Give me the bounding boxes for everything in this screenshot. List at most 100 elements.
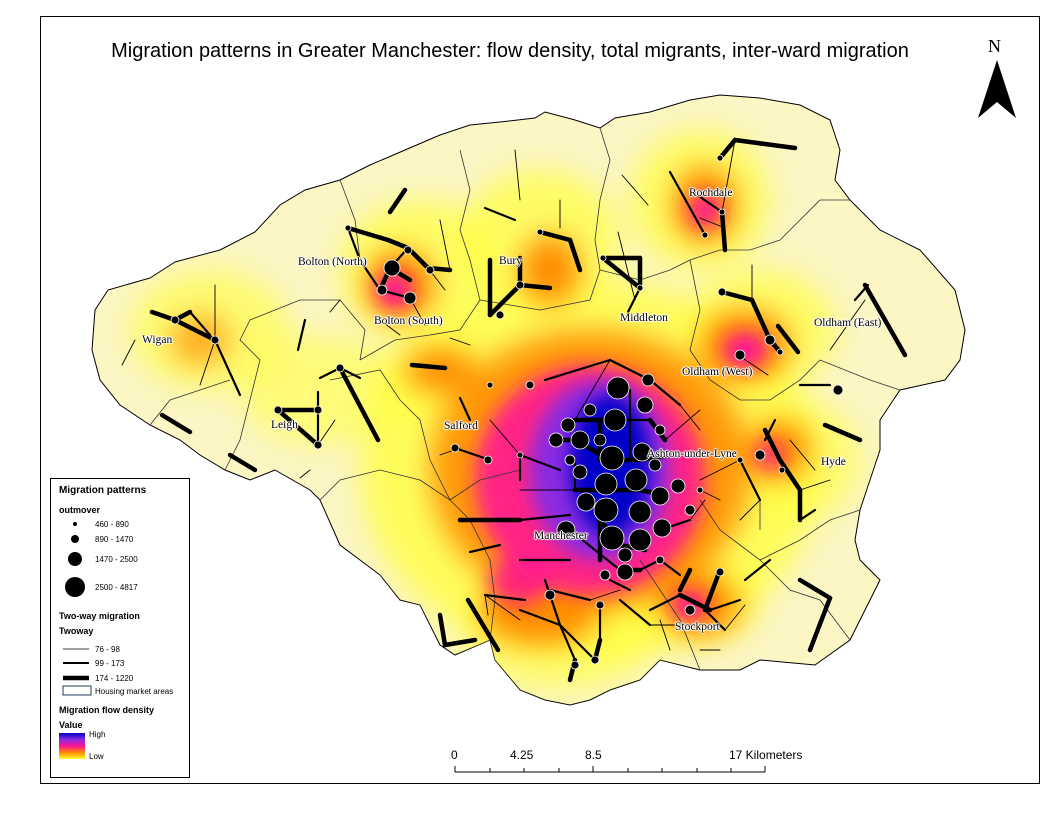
- flow-line: [608, 578, 632, 592]
- outmover-circle: [516, 451, 524, 459]
- outmover-circle: [515, 280, 525, 290]
- flow-line: [518, 608, 562, 627]
- outmover-circle: [636, 284, 644, 292]
- place-label-salford: Salford: [444, 420, 478, 432]
- outmover-circle: [776, 348, 784, 356]
- legend-outmover-symbol-4: [65, 577, 85, 597]
- outmover-circle: [170, 315, 180, 325]
- flow-line: [719, 289, 755, 303]
- outmover-circle: [486, 381, 494, 389]
- map-legend: Migration patterns outmover 46: [50, 478, 190, 778]
- north-label: N: [988, 36, 1001, 56]
- outmover-circle: [599, 525, 625, 551]
- outmover-circle: [670, 478, 686, 494]
- outmover-circle: [754, 449, 766, 461]
- outmover-circle: [425, 265, 435, 275]
- flow-line: [777, 457, 803, 493]
- flow-line: [567, 237, 583, 273]
- flow-line: [296, 318, 307, 352]
- outmover-circle: [832, 384, 844, 396]
- outmover-circle: [544, 589, 556, 601]
- flow-line: [648, 593, 682, 612]
- flow-line: [458, 396, 472, 422]
- outmover-circle: [599, 254, 607, 262]
- outmover-circle: [313, 440, 323, 450]
- outmover-circle: [648, 458, 662, 472]
- place-label-rochdale: Rochdale: [689, 187, 733, 199]
- outmover-circle: [628, 500, 652, 524]
- legend-outmover-class-3: 1470 - 2500: [95, 555, 138, 564]
- flow-line: [708, 598, 742, 612]
- flow-line: [589, 589, 621, 601]
- flow-line: [799, 479, 831, 491]
- flow-line: [442, 637, 478, 648]
- outmover-circle: [383, 259, 401, 277]
- outmover-circle: [483, 455, 493, 465]
- outmover-circle: [655, 555, 665, 565]
- outmover-circle: [603, 408, 627, 432]
- flow-line: [172, 317, 218, 343]
- legend-outmover-class-2: 890 - 1470: [95, 535, 134, 544]
- flow-line: [600, 255, 643, 291]
- flow-line: [763, 418, 777, 442]
- flow-line: [798, 508, 817, 522]
- outmover-circle: [403, 245, 413, 255]
- flow-line: [568, 528, 622, 572]
- flow-line: [483, 593, 527, 602]
- flow-line: [699, 217, 726, 229]
- legend-housing-label: Housing market areas: [95, 687, 174, 696]
- flow-line: [797, 577, 833, 601]
- flow-line: [484, 594, 521, 621]
- outmover-circle: [548, 432, 564, 448]
- outmover-circle: [576, 492, 596, 512]
- outmover-circle: [572, 464, 588, 480]
- flow-line: [668, 170, 707, 237]
- north-arrow-icon: [978, 60, 1016, 118]
- flow-line: [659, 619, 671, 651]
- flow-line: [574, 359, 611, 421]
- outmover-circle: [717, 287, 727, 297]
- place-label-manchester: Manchester: [534, 530, 588, 542]
- legend-density-low: Low: [89, 752, 104, 761]
- flow-line: [387, 187, 408, 215]
- outmover-circle: [716, 154, 724, 162]
- outmover-circle: [696, 486, 704, 494]
- flow-line: [789, 439, 816, 471]
- flow-line: [738, 458, 762, 502]
- legend-twoway-title: Two-way migration: [59, 611, 140, 621]
- legend-outmover-symbol-2: [71, 535, 79, 543]
- flow-line: [732, 137, 798, 151]
- legend-density-title: Migration flow density: [59, 705, 155, 715]
- flow-line: [664, 409, 701, 441]
- flow-line: [626, 286, 642, 314]
- outmover-circle: [606, 376, 630, 400]
- flow-line: [468, 543, 502, 554]
- outmover-circle: [570, 430, 590, 450]
- outmover-circle: [595, 600, 605, 610]
- outmover-circle: [564, 454, 576, 466]
- flow-line: [775, 323, 801, 355]
- flow-line: [543, 358, 612, 382]
- flow-line: [717, 137, 738, 161]
- flow-line: [621, 174, 649, 206]
- flow-line: [121, 339, 136, 366]
- flow-line: [807, 595, 833, 653]
- outmover-circle: [450, 443, 460, 453]
- flow-line: [699, 459, 741, 481]
- flow-line: [275, 407, 321, 448]
- outmover-circles: [170, 154, 844, 670]
- housing-market-areas: [149, 127, 901, 671]
- outmover-circle: [536, 228, 544, 236]
- legend-twoway-class-2: 99 - 173: [95, 659, 125, 668]
- flow-line: [437, 612, 448, 648]
- outmover-circle: [599, 569, 611, 581]
- place-label-oldham-east: Oldham (East): [814, 317, 882, 329]
- place-label-leigh: Leigh: [271, 419, 298, 431]
- outmover-circle: [594, 472, 618, 496]
- flow-line: [688, 188, 724, 214]
- place-label-wigan: Wigan: [142, 334, 173, 346]
- flow-line: [543, 578, 562, 627]
- flow-line: [537, 229, 573, 243]
